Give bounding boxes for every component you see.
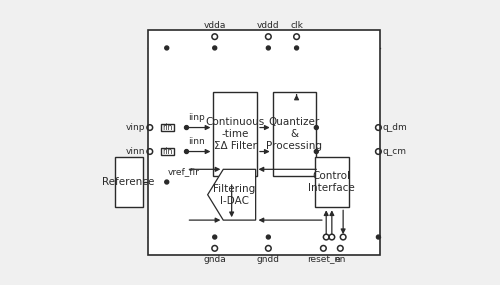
Text: iinn: iinn <box>188 137 204 146</box>
Circle shape <box>314 126 318 129</box>
Text: en: en <box>334 255 346 264</box>
Polygon shape <box>208 169 256 220</box>
Circle shape <box>266 46 270 50</box>
Text: rin: rin <box>162 147 172 156</box>
Circle shape <box>165 46 168 50</box>
Text: iinp: iinp <box>188 113 204 122</box>
Text: vinn: vinn <box>126 147 146 156</box>
Text: vdda: vdda <box>204 21 226 30</box>
Circle shape <box>212 235 216 239</box>
Text: gndd: gndd <box>257 255 280 264</box>
Text: vinp: vinp <box>126 123 146 132</box>
Circle shape <box>294 46 298 50</box>
Text: gnda: gnda <box>204 255 226 264</box>
Circle shape <box>266 235 270 239</box>
FancyBboxPatch shape <box>315 157 349 207</box>
Text: Reference: Reference <box>102 177 155 187</box>
Text: vddd: vddd <box>257 21 280 30</box>
Text: q_cm: q_cm <box>382 147 406 156</box>
Text: Quantizer
&
Processing: Quantizer & Processing <box>266 117 322 151</box>
Circle shape <box>165 180 168 184</box>
Circle shape <box>212 46 216 50</box>
Text: vref_fir: vref_fir <box>168 167 200 176</box>
FancyBboxPatch shape <box>214 92 257 176</box>
Text: Control
Interface: Control Interface <box>308 171 355 193</box>
Text: Continuous
-time
ΣΔ Filter: Continuous -time ΣΔ Filter <box>206 117 265 151</box>
Circle shape <box>184 150 188 154</box>
Text: Filtering
I-DAC: Filtering I-DAC <box>214 184 256 205</box>
Text: clk: clk <box>290 21 303 30</box>
FancyBboxPatch shape <box>161 124 174 131</box>
Circle shape <box>184 126 188 129</box>
Text: rin: rin <box>162 123 172 132</box>
FancyBboxPatch shape <box>161 148 174 155</box>
FancyBboxPatch shape <box>272 92 316 176</box>
Circle shape <box>314 150 318 154</box>
Text: q_dm: q_dm <box>382 123 407 132</box>
FancyBboxPatch shape <box>148 30 380 255</box>
FancyBboxPatch shape <box>114 157 143 207</box>
Text: reset_n: reset_n <box>307 255 340 264</box>
Circle shape <box>376 235 380 239</box>
